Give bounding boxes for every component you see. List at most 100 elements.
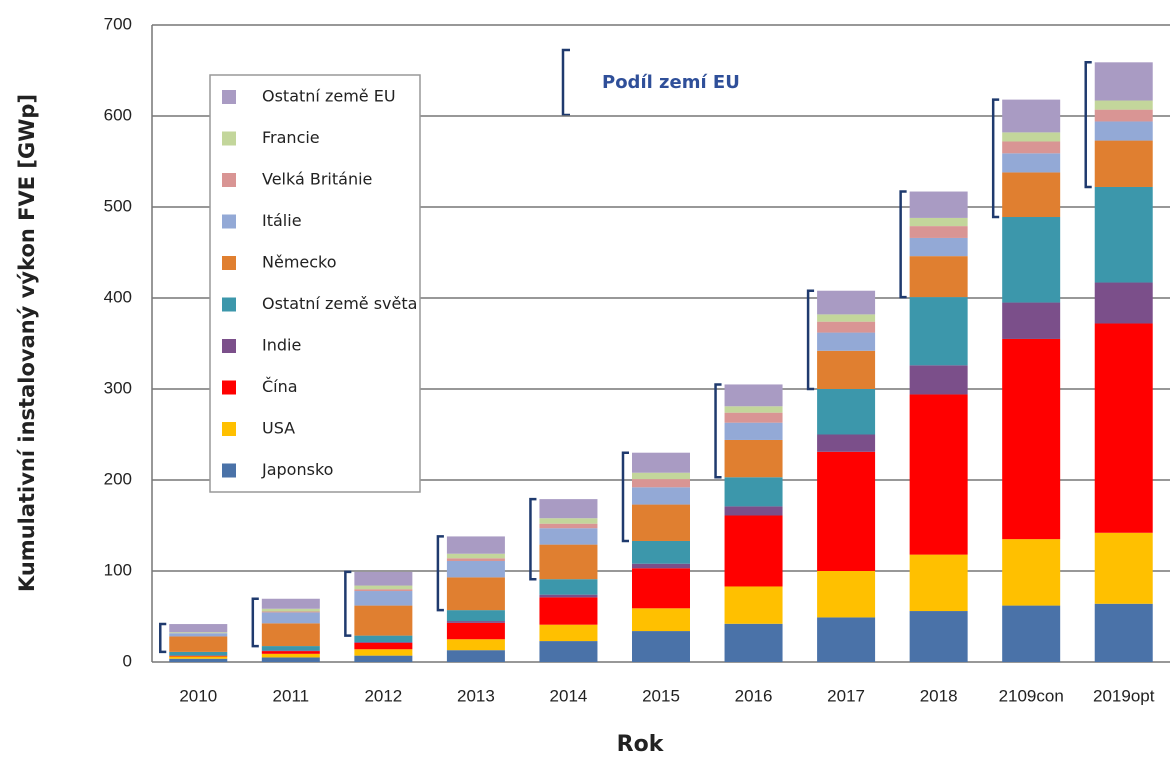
legend-swatch <box>222 90 236 104</box>
bar-segment <box>539 518 597 523</box>
legend-label: Itálie <box>262 211 302 230</box>
bar-segment <box>169 624 227 632</box>
legend-label: Ostatní země EU <box>262 87 396 106</box>
x-tick-label: 2011 <box>273 686 310 705</box>
bar-segment <box>1095 187 1153 283</box>
bar-segment <box>1095 62 1153 100</box>
bar-segment <box>910 218 968 226</box>
bar-segment <box>1095 604 1153 662</box>
bar-segment <box>817 435 875 452</box>
bar-segment <box>725 506 783 515</box>
legend-swatch <box>222 381 236 395</box>
bar-segment <box>632 568 690 608</box>
y-tick-label: 300 <box>104 378 132 397</box>
y-tick-label: 100 <box>104 560 132 579</box>
bar-segment <box>539 597 597 624</box>
bar-segment <box>1002 539 1060 605</box>
bar-segment <box>447 610 505 621</box>
bar-segment <box>354 649 412 655</box>
bar-segment <box>169 659 227 662</box>
eu-bracket <box>253 599 259 646</box>
bar-segment <box>169 656 227 657</box>
bar-segment <box>725 384 783 406</box>
bar-segment <box>910 297 968 365</box>
bar-segment <box>1002 303 1060 339</box>
bar-segment <box>262 599 320 609</box>
bar-segment <box>1095 141 1153 187</box>
bar-segment <box>817 333 875 351</box>
x-tick-label: 2017 <box>827 686 865 705</box>
bar-segment <box>725 515 783 586</box>
y-tick-label: 400 <box>104 287 132 306</box>
bar-segment <box>262 651 320 654</box>
bar-segment <box>1095 101 1153 110</box>
bar-segment <box>447 650 505 662</box>
bar-segment <box>1095 121 1153 140</box>
annotation: Podíl zemí EU <box>602 72 740 93</box>
y-tick-label: 600 <box>104 105 132 124</box>
bar-segment <box>539 641 597 662</box>
bar-segment <box>725 413 783 423</box>
bar-segment <box>817 389 875 435</box>
bar-segment <box>447 621 505 623</box>
legend-swatch <box>222 256 236 270</box>
bar-segment <box>169 652 227 656</box>
bar-segment <box>1095 323 1153 532</box>
bar-segment <box>1002 172 1060 217</box>
x-tick-label: 2109con <box>999 686 1064 705</box>
legend-swatch <box>222 132 236 146</box>
bar-segment <box>817 571 875 617</box>
eu-bracket <box>808 291 814 389</box>
bar-segment <box>354 572 412 586</box>
y-tick-label: 500 <box>104 196 132 215</box>
bar-segment <box>262 623 320 646</box>
bar-segment <box>262 646 320 651</box>
bar-segment <box>447 558 505 561</box>
bar-segment <box>817 617 875 662</box>
bar-segment <box>447 536 505 553</box>
eu-bracket <box>993 100 999 217</box>
bar-segment <box>354 586 412 590</box>
bar-segment <box>539 524 597 529</box>
bar-segment <box>447 561 505 577</box>
bar-segment <box>1095 283 1153 324</box>
bar-segment <box>910 238 968 256</box>
bar-segment <box>354 591 412 606</box>
bar-segment <box>632 631 690 662</box>
legend-label: Indie <box>262 336 301 355</box>
eu-bracket <box>438 536 444 610</box>
legend-swatch <box>222 422 236 436</box>
legend-label: Velká Británie <box>262 170 372 189</box>
bar-segment <box>1002 153 1060 172</box>
x-tick-label: 2018 <box>920 686 958 705</box>
bar-segment <box>632 473 690 479</box>
bar-segment <box>910 365 968 394</box>
bar-segment <box>539 595 597 598</box>
x-axis-label: Rok <box>617 732 665 757</box>
bar-segment <box>910 555 968 611</box>
bar-segment <box>632 608 690 631</box>
bar-segment <box>262 612 320 623</box>
bar-segment <box>539 499 597 518</box>
eu-bracket <box>623 453 629 541</box>
bar-segment <box>169 632 227 633</box>
bar-segment <box>910 226 968 238</box>
bar-segment <box>725 440 783 477</box>
bar-segment <box>447 554 505 559</box>
bar-segment <box>1002 606 1060 662</box>
x-tick-label: 2013 <box>457 686 495 705</box>
bar-segment <box>817 322 875 333</box>
eu-bracket <box>530 499 536 579</box>
legend-swatch <box>222 173 236 187</box>
x-tick-label: 2019opt <box>1093 686 1155 705</box>
y-tick-label: 700 <box>104 14 132 33</box>
bar-segment <box>725 586 783 623</box>
x-tick-label: 2014 <box>550 686 588 705</box>
bar-segment <box>817 351 875 389</box>
bar-segment <box>169 633 227 636</box>
bar-segment <box>725 624 783 662</box>
bar-segment <box>725 423 783 440</box>
bar-segment <box>169 636 227 651</box>
bar-segment <box>1095 110 1153 122</box>
